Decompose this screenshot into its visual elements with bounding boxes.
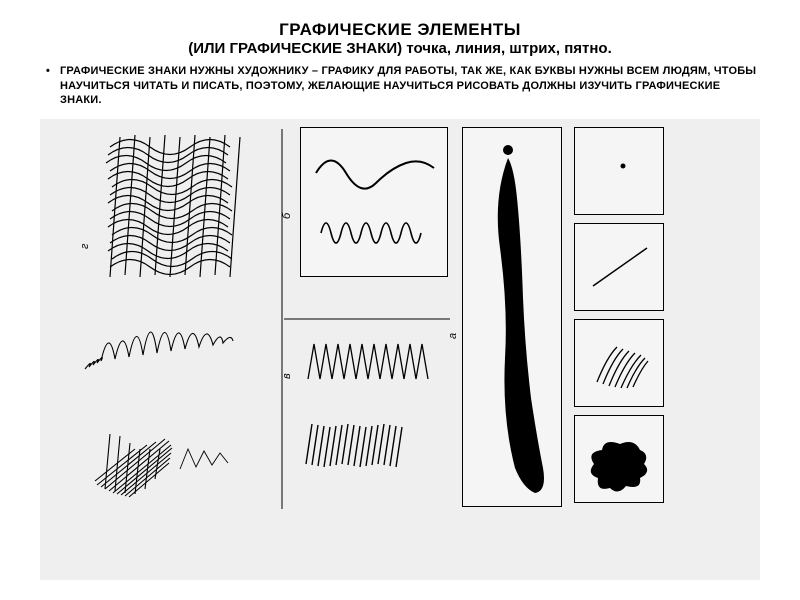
body-text: ГРАФИЧЕСКИЕ ЗНАКИ НУЖНЫ ХУДОЖНИКУ – ГРАФ…: [40, 64, 760, 107]
title-line-1: ГРАФИЧЕСКИЕ ЭЛЕМЕНТЫ: [40, 20, 760, 40]
svg-text:а: а: [447, 333, 459, 339]
svg-text:в: в: [281, 373, 293, 379]
svg-text:б: б: [281, 212, 293, 219]
panel-labels: б в г а: [40, 119, 760, 519]
illustration-area: б в г а: [40, 119, 760, 580]
title-line-2: (ИЛИ ГРАФИЧЕСКИЕ ЗНАКИ) точка, линия, шт…: [40, 40, 760, 58]
svg-text:г: г: [79, 243, 91, 249]
slide-title: ГРАФИЧЕСКИЕ ЭЛЕМЕНТЫ (ИЛИ ГРАФИЧЕСКИЕ ЗН…: [40, 20, 760, 58]
slide-container: ГРАФИЧЕСКИЕ ЭЛЕМЕНТЫ (ИЛИ ГРАФИЧЕСКИЕ ЗН…: [0, 0, 800, 600]
